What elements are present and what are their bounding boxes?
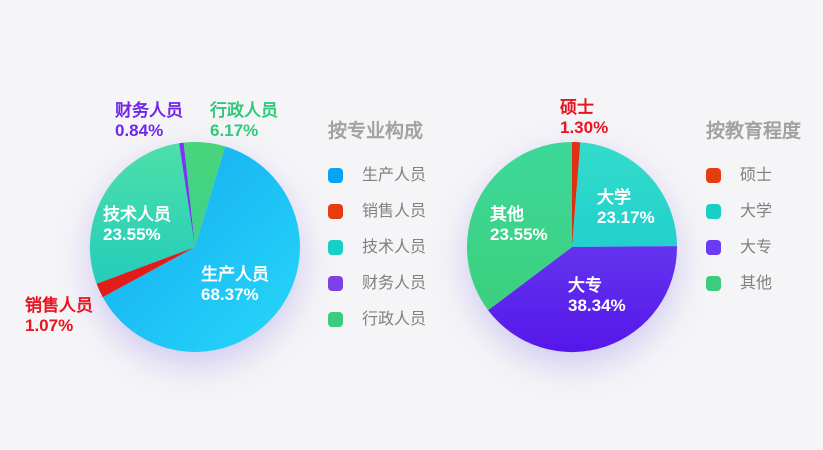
pie-slice-production[interactable]	[102, 146, 300, 352]
legend-swatch	[328, 276, 343, 291]
legend-label: 生产人员	[362, 166, 427, 184]
legend-swatch	[328, 240, 343, 255]
pie-slice-technical[interactable]	[89, 143, 195, 284]
legend-label: 大学	[740, 202, 773, 220]
legend-item-college[interactable]: 大专	[706, 238, 823, 256]
pie-slice-master[interactable]	[572, 141, 581, 247]
legend-swatch	[706, 240, 721, 255]
legend-title: 按专业构成	[328, 121, 424, 142]
pie-slice-other[interactable]	[466, 141, 572, 311]
legend-items: 生产人员销售人员技术人员财务人员行政人员	[328, 166, 448, 328]
legend-label: 行政人员	[362, 310, 427, 328]
legend-items: 硕士 大学 大专 其他	[706, 166, 823, 292]
pie-chart-professional	[89, 141, 300, 352]
legend-item-production[interactable]: 生产人员	[328, 166, 448, 184]
legend-label: 其他	[740, 274, 773, 292]
legend-label: 财务人员	[362, 274, 427, 292]
legend-swatch	[328, 312, 343, 327]
legend-label: 硕士	[740, 166, 773, 184]
legend-label: 技术人员	[362, 238, 427, 256]
legend-swatch	[706, 204, 721, 219]
legend-professional: 按专业构成 生产人员销售人员技术人员财务人员行政人员	[328, 122, 448, 348]
pie-chart-education	[466, 141, 678, 353]
pie-slice-sales[interactable]	[96, 247, 195, 298]
legend-label: 销售人员	[362, 202, 427, 220]
legend-swatch	[706, 168, 721, 183]
legend-item-university[interactable]: 大学	[706, 202, 823, 220]
legend-item-technical[interactable]: 技术人员	[328, 238, 448, 256]
legend-swatch	[328, 168, 343, 183]
legend-education: 按教育程度 硕士大学大专其他	[706, 122, 823, 312]
legend-item-other[interactable]: 其他	[706, 274, 823, 292]
legend-label: 大专	[740, 238, 773, 256]
legend-swatch	[328, 204, 343, 219]
legend-item-admin[interactable]: 行政人员	[328, 310, 448, 328]
legend-item-sales[interactable]: 销售人员	[328, 202, 448, 220]
pie-slice-college[interactable]	[488, 246, 678, 353]
legend-item-finance[interactable]: 财务人员	[328, 274, 448, 292]
pie-slice-admin[interactable]	[183, 141, 226, 247]
legend-swatch	[706, 276, 721, 291]
pie-slice-finance[interactable]	[179, 142, 195, 247]
legend-item-master[interactable]: 硕士	[706, 166, 823, 184]
pie-slice-university[interactable]	[572, 142, 677, 247]
legend-title: 按教育程度	[706, 121, 802, 142]
